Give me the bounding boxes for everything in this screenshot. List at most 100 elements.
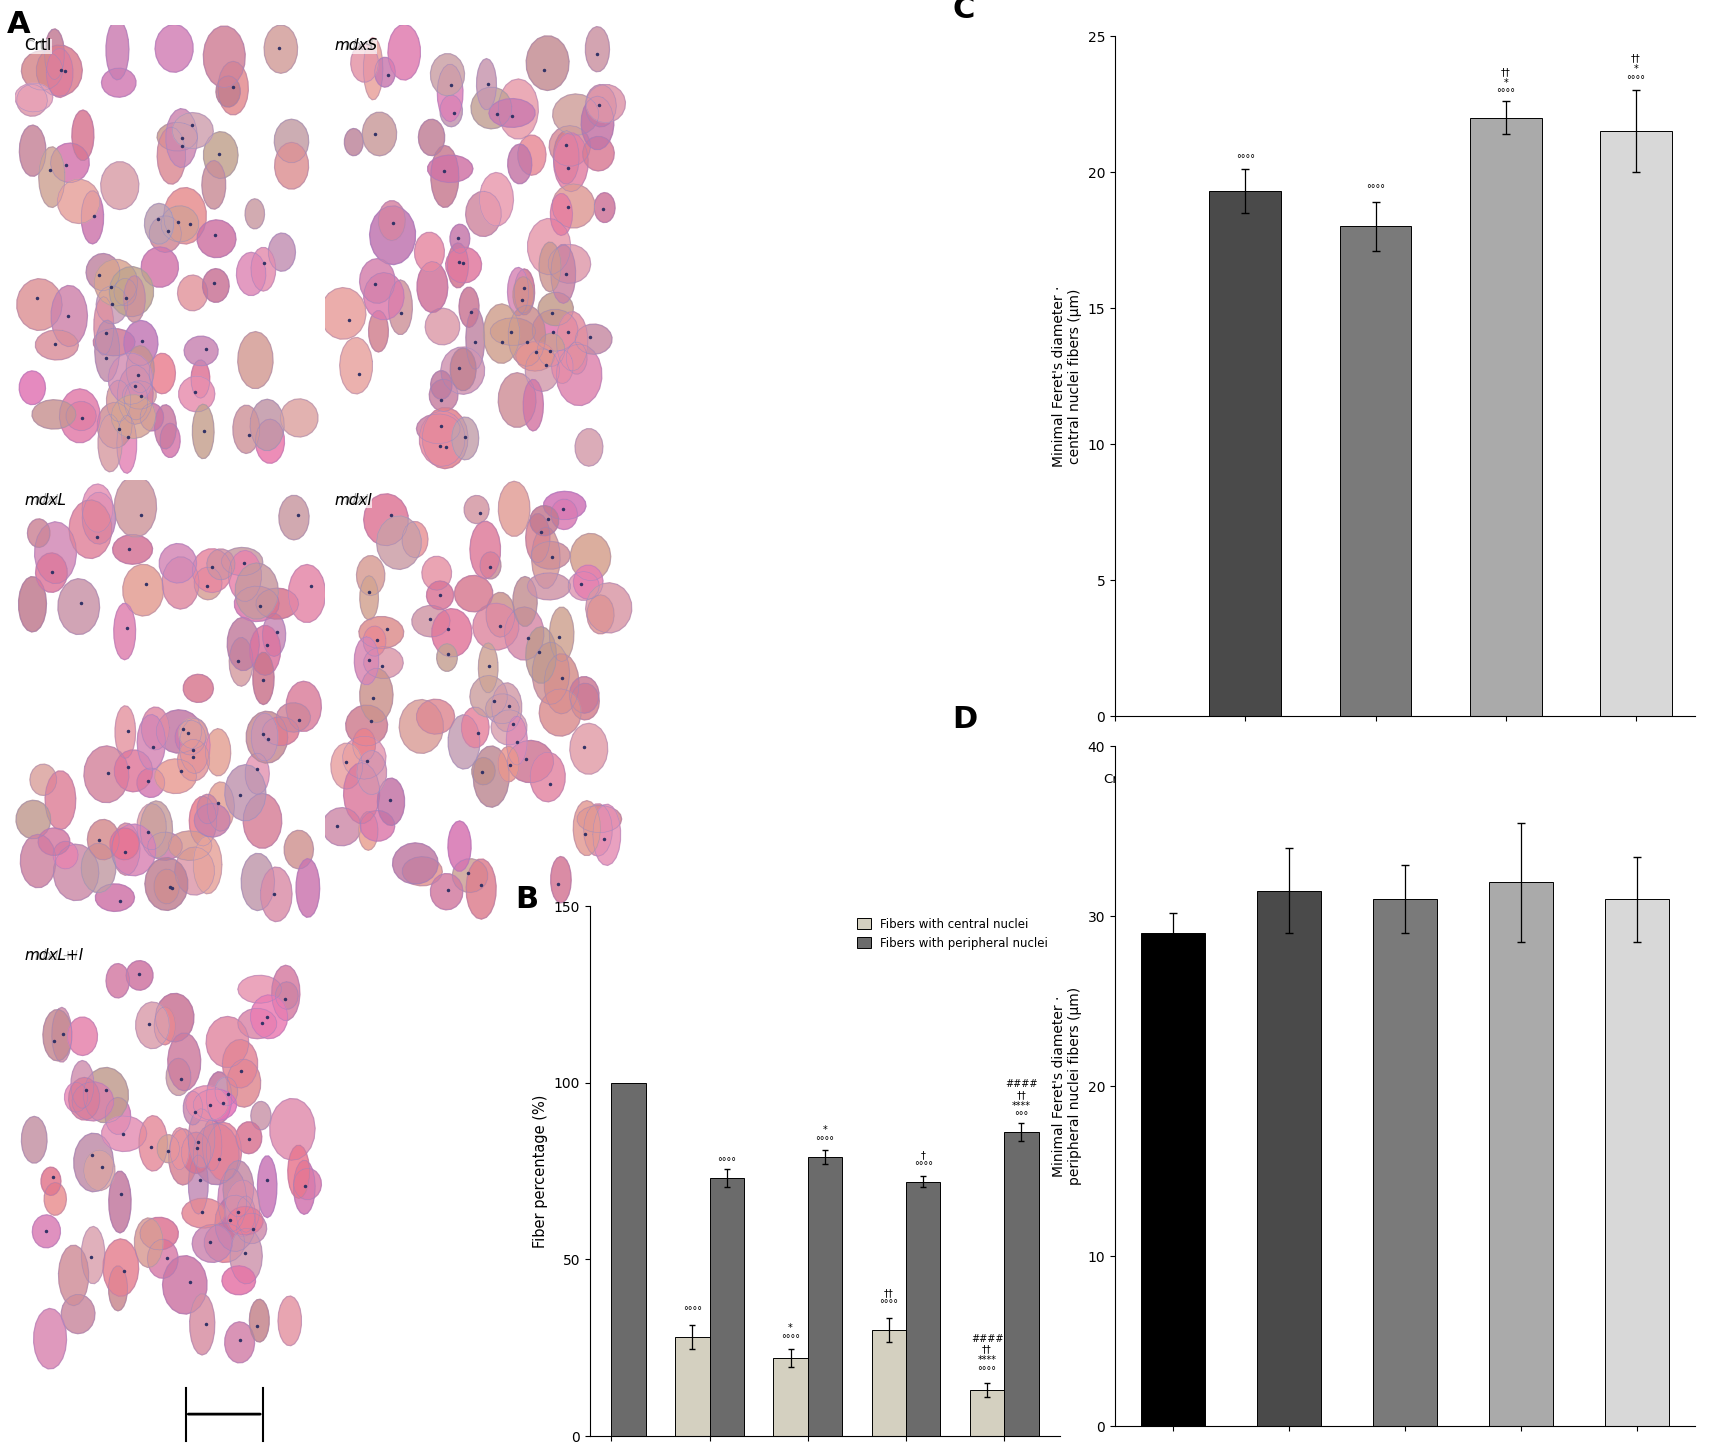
Polygon shape — [505, 607, 544, 660]
Polygon shape — [498, 373, 536, 427]
Polygon shape — [117, 365, 153, 424]
Polygon shape — [498, 79, 539, 138]
Polygon shape — [226, 764, 265, 821]
Polygon shape — [530, 753, 565, 802]
Polygon shape — [479, 644, 498, 693]
Polygon shape — [114, 278, 136, 306]
Polygon shape — [193, 1224, 232, 1262]
Polygon shape — [176, 721, 205, 756]
Polygon shape — [448, 821, 472, 871]
Polygon shape — [226, 1322, 255, 1363]
Polygon shape — [179, 719, 210, 773]
Text: ††
*
°°°°: †† * °°°° — [1627, 54, 1646, 84]
Text: °°°°: °°°° — [718, 1158, 737, 1168]
Polygon shape — [539, 689, 580, 737]
Polygon shape — [52, 285, 88, 347]
Polygon shape — [422, 556, 451, 590]
Polygon shape — [98, 415, 122, 472]
Polygon shape — [165, 1059, 191, 1095]
Polygon shape — [355, 636, 379, 684]
Polygon shape — [363, 272, 405, 320]
Text: mdxL+I: mdxL+I — [24, 948, 77, 962]
Text: mdxS: mdxS — [1226, 773, 1264, 786]
Polygon shape — [195, 568, 222, 600]
Polygon shape — [253, 652, 274, 705]
Polygon shape — [162, 1255, 207, 1315]
Bar — [1605, 898, 1669, 1425]
Polygon shape — [344, 128, 363, 156]
Polygon shape — [150, 354, 176, 393]
Polygon shape — [100, 162, 139, 210]
Text: mdxS: mdxS — [334, 38, 374, 52]
Polygon shape — [532, 527, 560, 588]
Polygon shape — [215, 76, 239, 106]
Polygon shape — [551, 194, 572, 236]
Polygon shape — [492, 683, 522, 732]
Polygon shape — [289, 565, 325, 622]
Polygon shape — [15, 83, 53, 112]
Polygon shape — [74, 1133, 114, 1192]
Polygon shape — [356, 556, 384, 596]
Polygon shape — [19, 577, 46, 632]
Polygon shape — [183, 1198, 224, 1227]
Polygon shape — [262, 613, 286, 657]
Text: °°°°: °°°° — [1366, 183, 1384, 194]
Polygon shape — [174, 847, 214, 895]
Polygon shape — [141, 248, 179, 287]
Polygon shape — [422, 408, 468, 469]
Polygon shape — [81, 843, 115, 893]
Bar — [1209, 191, 1281, 716]
Polygon shape — [363, 646, 403, 678]
Polygon shape — [551, 499, 577, 530]
Polygon shape — [472, 757, 496, 785]
Polygon shape — [363, 494, 408, 546]
Polygon shape — [594, 192, 615, 223]
Polygon shape — [430, 146, 458, 207]
Text: ####
††
****
°°°: #### †† **** °°° — [1006, 1079, 1038, 1121]
Polygon shape — [241, 853, 274, 910]
Polygon shape — [277, 703, 310, 732]
Polygon shape — [470, 676, 508, 718]
Polygon shape — [360, 259, 394, 303]
Polygon shape — [21, 51, 62, 90]
Polygon shape — [108, 266, 153, 317]
Polygon shape — [227, 617, 260, 670]
Polygon shape — [148, 831, 183, 860]
Polygon shape — [548, 245, 591, 284]
Polygon shape — [93, 329, 134, 355]
Polygon shape — [50, 143, 90, 182]
Polygon shape — [260, 868, 293, 922]
Polygon shape — [155, 405, 176, 448]
Polygon shape — [105, 1098, 131, 1134]
Text: B: B — [515, 885, 537, 914]
Polygon shape — [525, 626, 556, 683]
Bar — [1257, 891, 1321, 1425]
Polygon shape — [429, 380, 458, 412]
Polygon shape — [183, 1092, 203, 1125]
Polygon shape — [575, 325, 611, 354]
Polygon shape — [360, 575, 379, 620]
Polygon shape — [65, 1082, 88, 1112]
Polygon shape — [451, 416, 479, 460]
Polygon shape — [45, 772, 76, 830]
Bar — [675, 1337, 709, 1436]
Polygon shape — [412, 606, 449, 636]
Polygon shape — [196, 220, 236, 258]
Polygon shape — [60, 389, 100, 443]
Polygon shape — [155, 869, 179, 904]
Polygon shape — [420, 411, 465, 466]
Y-axis label: Fiber percentage (%): Fiber percentage (%) — [534, 1095, 548, 1248]
Polygon shape — [441, 95, 461, 127]
Polygon shape — [53, 842, 77, 869]
Polygon shape — [189, 1294, 215, 1356]
Text: mdxL: mdxL — [24, 494, 67, 508]
Polygon shape — [453, 859, 487, 893]
Polygon shape — [544, 654, 579, 713]
Polygon shape — [243, 794, 282, 847]
Polygon shape — [155, 993, 195, 1042]
Polygon shape — [193, 405, 214, 459]
Polygon shape — [274, 119, 308, 163]
Polygon shape — [102, 1115, 146, 1152]
Polygon shape — [343, 737, 386, 779]
Polygon shape — [532, 642, 570, 705]
